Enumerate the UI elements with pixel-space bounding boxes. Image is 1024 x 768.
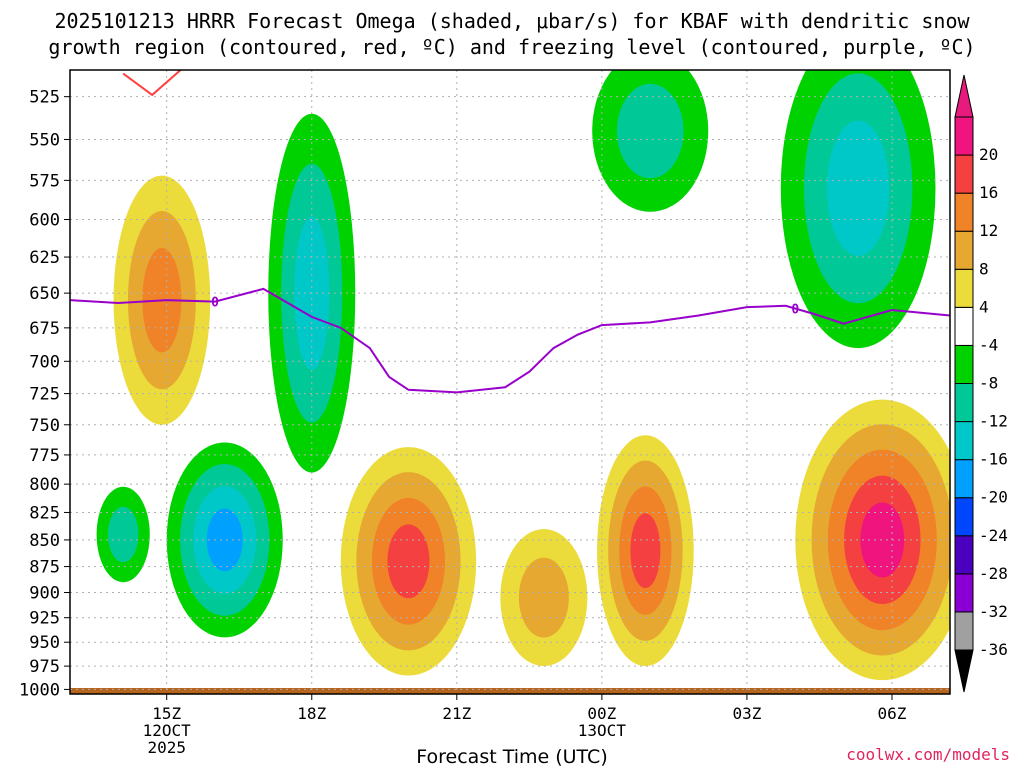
y-tick-label: 975 — [29, 657, 60, 677]
colorbar-segment-0 — [954, 611, 974, 651]
grid-lines — [70, 70, 950, 694]
colorbar-segment-11 — [954, 192, 974, 232]
freezing-level-line — [70, 287, 950, 394]
y-tick-label: 800 — [29, 475, 60, 495]
chart-title-line-2: growth region (contoured, red, ºC) and f… — [48, 35, 976, 59]
omega-blob-low-negative-band-level-3 — [206, 508, 243, 572]
colorbar-label: -28 — [979, 564, 1008, 583]
colorbar-label: -36 — [979, 640, 1008, 659]
colorbar: -36 -32 -28 -24 -20 -16 -12 -8 -4 4 8 12 16 20 — [954, 74, 1008, 693]
colorbar-segment-9 — [954, 268, 974, 308]
ground-layer — [70, 688, 950, 694]
x-tick-label: 00Z — [587, 704, 616, 723]
colorbar-segment-12 — [954, 154, 974, 194]
plot-frame — [69, 69, 951, 695]
y-tick-label: 850 — [29, 531, 60, 551]
omega-blob-left-low-negative-level-1 — [107, 506, 139, 563]
x-tick-label: 15Z — [152, 704, 181, 723]
ground-strip — [70, 688, 950, 694]
colorbar-label: -4 — [979, 335, 998, 354]
colorbar-label: -20 — [979, 488, 1008, 507]
dgz-contour-line — [122, 70, 183, 97]
x-tick-year-label: 2025 — [147, 738, 186, 757]
y-tick-label: 925 — [29, 609, 60, 629]
colorbar-label: 4 — [979, 297, 989, 316]
colorbar-segment-10 — [954, 230, 974, 270]
y-tick-label: 750 — [29, 416, 60, 436]
y-tick-label: 775 — [29, 446, 60, 466]
x-tick-label: 06Z — [878, 704, 907, 723]
colorbar-over-triangle — [954, 74, 974, 118]
omega-blob-positive-2230z-level-1 — [518, 557, 569, 638]
colorbar-label: 12 — [979, 221, 998, 240]
colorbar-label: -16 — [979, 450, 1008, 469]
x-tick-date-label: 12OCT — [143, 721, 192, 740]
y-tick-label: 950 — [29, 633, 60, 653]
colorbar-label: -12 — [979, 412, 1008, 431]
colorbar-segment-1 — [954, 573, 974, 613]
omega-blob-upper-negative-05z-level-2 — [826, 120, 890, 257]
colorbar-label: -24 — [979, 526, 1008, 545]
colorbar-label: 20 — [979, 145, 998, 164]
colorbar-segment-6 — [954, 383, 974, 423]
colorbar-under-triangle — [954, 649, 974, 693]
credit-link[interactable]: coolwx.com/models — [846, 745, 1010, 764]
y-tick-label: 700 — [29, 352, 60, 372]
colorbar-label: 16 — [979, 183, 998, 202]
colorbar-segment-2 — [954, 535, 974, 575]
omega-blob-positive-01z-level-3 — [630, 513, 661, 589]
y-tick-label: 875 — [29, 558, 60, 578]
x-tick-date-label: 13OCT — [578, 721, 627, 740]
colorbar-label: -8 — [979, 374, 998, 393]
freezing-level-label: 0 — [791, 303, 799, 318]
y-tick-label: 675 — [29, 319, 60, 339]
colorbar-label: -32 — [979, 602, 1008, 621]
y-tick-label: 650 — [29, 284, 60, 304]
colorbar-segment-5 — [954, 421, 974, 461]
omega-blob-positive-20z-level-3 — [387, 524, 430, 599]
y-tick-label: 550 — [29, 130, 60, 150]
y-tick-label: 525 — [29, 88, 60, 108]
colorbar-segment-3 — [954, 497, 974, 537]
chart-title-line-1: 2025101213 HRRR Forecast Omega (shaded, … — [54, 9, 970, 33]
freezing-level-label: 0 — [211, 296, 219, 311]
colorbar-segment-13 — [954, 116, 974, 156]
colorbar-label: 8 — [979, 259, 989, 278]
x-tick-label: 03Z — [732, 704, 761, 723]
y-tick-label: 725 — [29, 385, 60, 405]
y-tick-label: 600 — [29, 211, 60, 231]
omega-blob-positive-06z-level-4 — [860, 502, 905, 578]
colorbar-segment-7 — [954, 344, 974, 384]
colorbar-segment-8 — [954, 306, 974, 346]
colorbar-segment-4 — [954, 459, 974, 499]
y-tick-label: 625 — [29, 248, 60, 268]
x-tick-label: 18Z — [297, 704, 326, 723]
y-tick-label: 900 — [29, 583, 60, 603]
x-axis-title: Forecast Time (UTC) — [416, 746, 608, 768]
y-axis: 525 550 575 600 625 650 675 700 725 750 775 800 825 8… — [19, 88, 70, 700]
y-tick-label: 1000 — [19, 680, 60, 700]
omega-blob-upper-negative-0030z-level-1 — [616, 83, 684, 179]
y-tick-label: 575 — [29, 171, 60, 191]
y-tick-label: 825 — [29, 503, 60, 523]
x-tick-label: 21Z — [442, 704, 471, 723]
